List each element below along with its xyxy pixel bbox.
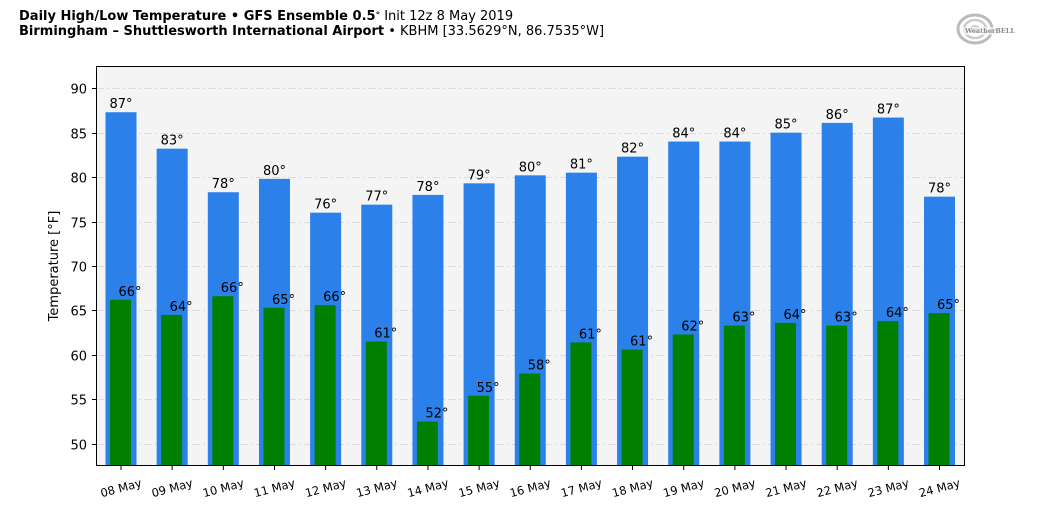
high-bar-label: 80°: [263, 164, 286, 179]
weatherbell-swirl-icon: WeatherBELL: [956, 13, 1019, 45]
x-tick-label: 23 May: [866, 476, 910, 500]
low-bar: [314, 305, 336, 466]
y-tick-label: 50: [70, 439, 87, 454]
high-bar-label: 78°: [212, 177, 235, 192]
y-tick-label: 60: [70, 350, 87, 365]
x-tick-label: 15 May: [457, 476, 501, 500]
low-bar-label: 65°: [272, 293, 295, 308]
low-bar: [826, 325, 848, 466]
chart-title: Daily High/Low Temperature • GFS Ensembl…: [19, 9, 604, 24]
x-tick-label: 08 May: [99, 476, 143, 500]
chart-title-block: Daily High/Low Temperature • GFS Ensembl…: [19, 9, 604, 39]
y-tick-label: 55: [70, 394, 87, 409]
low-bar-label: 64°: [170, 300, 193, 315]
subtitle-location: • KBHM [33.5629°N, 86.7535°W]: [384, 24, 605, 39]
low-bar-label: 55°: [477, 381, 500, 396]
low-bar-label: 66°: [118, 285, 141, 300]
x-tick-label: 21 May: [764, 476, 808, 500]
high-bar-label: 80°: [519, 160, 542, 175]
title-init: Init 12z 8 May 2019: [380, 9, 514, 24]
title-bold: Daily High/Low Temperature • GFS Ensembl…: [19, 9, 376, 24]
low-bar-label: 58°: [528, 359, 551, 374]
low-bar-label: 66°: [221, 281, 244, 296]
weatherbell-logo: WeatherBELL: [955, 12, 1020, 46]
x-tick-label: 09 May: [150, 476, 194, 500]
low-bar-label: 63°: [835, 311, 858, 326]
low-bar-label: 61°: [630, 335, 653, 350]
high-bar-label: 77°: [365, 190, 388, 205]
x-tick-label: 16 May: [508, 476, 552, 500]
low-bar-label: 52°: [425, 407, 448, 422]
low-bar: [928, 313, 950, 466]
high-bar-label: 84°: [723, 127, 746, 142]
low-bar: [212, 296, 234, 466]
y-tick-label: 80: [70, 172, 87, 187]
x-tick-label: 20 May: [713, 476, 757, 500]
low-bar: [672, 334, 694, 466]
low-bar: [161, 314, 183, 466]
x-tick-label: 24 May: [917, 476, 961, 500]
low-bar-label: 66°: [323, 290, 346, 305]
low-temperature-series: [110, 296, 950, 466]
subtitle-bold: Birmingham – Shuttlesworth International…: [19, 24, 385, 39]
x-tick-label: 13 May: [355, 476, 399, 500]
x-tick-label: 17 May: [559, 476, 603, 500]
low-bar-label: 61°: [374, 327, 397, 342]
high-bar: [412, 194, 444, 466]
low-bar-label: 64°: [784, 308, 807, 323]
y-tick-label: 85: [70, 128, 87, 143]
y-axis: 50 55 60 65 70 75 80 85 90: [70, 83, 96, 454]
y-tick-label: 65: [70, 305, 87, 320]
x-tick-label: 10 May: [201, 476, 245, 500]
bar-value-labels: 87° 66° 83° 64° 78° 66° 80° 65° 76° 66° 77° 61° 78° 5…: [109, 97, 960, 421]
low-bar-label: 63°: [732, 311, 755, 326]
y-tick-label: 90: [70, 83, 87, 98]
low-bar: [621, 349, 643, 466]
high-bar-label: 79°: [468, 168, 491, 183]
high-bar-label: 78°: [928, 182, 951, 197]
low-bar-label: 64°: [886, 306, 909, 321]
high-bar-label: 84°: [672, 127, 695, 142]
high-bar-label: 87°: [877, 103, 900, 118]
x-tick-label: 19 May: [662, 476, 706, 500]
high-bar-label: 86°: [826, 108, 849, 123]
high-bar-label: 87°: [109, 97, 132, 112]
logo-text: WeatherBELL: [964, 27, 1015, 35]
high-bar-label: 85°: [775, 118, 798, 133]
x-axis: 08 May 09 May 10 May 11 May 12 May 13 May 14 M…: [99, 466, 962, 500]
low-bar-label: 62°: [681, 319, 704, 334]
low-bar: [723, 325, 745, 466]
x-tick-label: 11 May: [252, 476, 296, 500]
low-bar-label: 61°: [579, 327, 602, 342]
x-tick-label: 18 May: [610, 476, 654, 500]
plot-frame: [96, 66, 965, 466]
chart-subtitle: Birmingham – Shuttlesworth International…: [19, 24, 604, 39]
high-bar-label: 81°: [570, 158, 593, 173]
low-bar: [263, 307, 285, 466]
high-bar-label: 78°: [416, 180, 439, 195]
low-bar: [570, 342, 592, 466]
x-tick-label: 12 May: [303, 476, 347, 500]
low-bar: [775, 322, 797, 466]
low-bar: [365, 341, 387, 466]
low-bar: [416, 421, 438, 466]
low-bar-label: 65°: [937, 298, 960, 313]
x-tick-label: 22 May: [815, 476, 859, 500]
y-axis-label: Temperature [°F]: [47, 211, 62, 323]
y-tick-label: 75: [70, 217, 87, 232]
high-bar-label: 83°: [161, 134, 184, 149]
high-bar-label: 82°: [621, 142, 644, 157]
low-bar: [468, 395, 490, 466]
low-bar: [110, 299, 131, 466]
low-bar: [877, 321, 899, 466]
x-tick-label: 14 May: [406, 476, 450, 500]
y-tick-label: 70: [70, 261, 87, 276]
low-bar: [519, 373, 541, 466]
title-degree: °: [375, 11, 381, 21]
high-bar-label: 76°: [314, 198, 337, 213]
